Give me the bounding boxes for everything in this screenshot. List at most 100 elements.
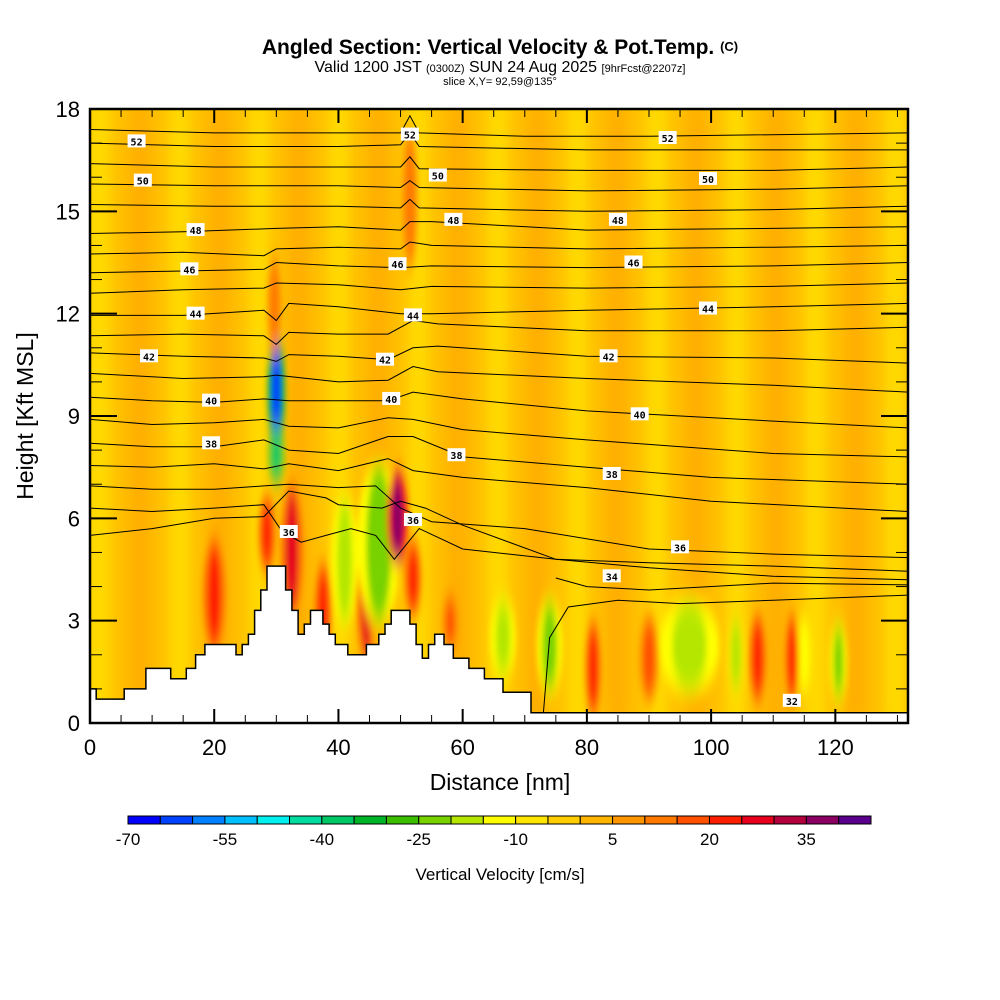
contour-label-text: 44 bbox=[702, 305, 714, 316]
background-stripe bbox=[745, 109, 767, 723]
velocity-feature bbox=[262, 501, 272, 567]
theta-contour-36 bbox=[90, 483, 908, 559]
contour-label-box bbox=[624, 255, 643, 269]
contour-label-text: 36 bbox=[674, 543, 686, 554]
background-stripe bbox=[726, 109, 747, 723]
colorbar-segment bbox=[192, 815, 226, 825]
contour-label-text: 40 bbox=[205, 397, 217, 408]
velocity-feature bbox=[270, 262, 279, 348]
background-stripe bbox=[805, 109, 827, 723]
colorbar-segment bbox=[385, 815, 420, 825]
contour-label-text: 42 bbox=[143, 352, 155, 363]
background-stripe bbox=[467, 109, 489, 723]
colorbar-segment bbox=[773, 815, 807, 825]
velocity-feature bbox=[730, 620, 741, 689]
x-tick-label: 20 bbox=[202, 735, 226, 760]
contour-label-box bbox=[782, 693, 801, 707]
x-tick-label: 60 bbox=[450, 735, 474, 760]
contour-label: 44 bbox=[699, 301, 718, 316]
contour-label-box bbox=[403, 513, 422, 527]
contour-label-text: 32 bbox=[786, 697, 798, 708]
contour-label-box bbox=[180, 262, 199, 276]
contour-label-box bbox=[602, 569, 621, 583]
contour-label-box bbox=[202, 436, 221, 450]
theta-contour-51 bbox=[90, 156, 908, 171]
valid-date: SUN 24 Aug 2025 bbox=[468, 59, 598, 76]
velocity-feature bbox=[671, 603, 707, 689]
contour-label-text: 50 bbox=[137, 177, 149, 188]
x-tick-label: 0 bbox=[84, 735, 96, 760]
background-stripe bbox=[785, 109, 807, 723]
background-stripe bbox=[547, 109, 569, 723]
contour-label: 48 bbox=[444, 212, 463, 227]
contour-label-text: 38 bbox=[450, 451, 462, 462]
contour-label-box bbox=[127, 134, 146, 148]
contour-labels: 52 52 52 50 50 50 48 48 48 46 46 46 44 44 44 42 42 42 40 40… bbox=[127, 127, 801, 708]
contour-label: 52 bbox=[127, 134, 146, 148]
contour-label-box bbox=[186, 223, 205, 237]
contour-label-box bbox=[186, 306, 205, 320]
background-stripe bbox=[527, 109, 549, 723]
contour-label-text: 38 bbox=[606, 470, 618, 481]
background-stripe bbox=[567, 109, 588, 723]
contour-label-box bbox=[671, 540, 690, 554]
valid-utc: (0300Z) bbox=[426, 63, 465, 75]
contour-label: 44 bbox=[186, 306, 205, 321]
contour-label: 40 bbox=[382, 391, 401, 406]
chart-title: Angled Section: Vertical Velocity & Pot.… bbox=[0, 36, 1000, 60]
theta-contour-48 bbox=[90, 221, 908, 234]
contour-label-box bbox=[447, 448, 466, 462]
contour-label-text: 42 bbox=[379, 356, 391, 367]
contour-label-box bbox=[140, 349, 159, 363]
velocity-feature bbox=[542, 603, 558, 689]
colorbar-segment bbox=[838, 815, 872, 825]
contour-label-box bbox=[388, 257, 407, 271]
theta-contour-35 bbox=[90, 504, 908, 572]
contour-label-text: 48 bbox=[447, 216, 459, 227]
background-stripe bbox=[606, 109, 628, 723]
background-stripe bbox=[586, 109, 608, 723]
contour-label: 42 bbox=[599, 349, 618, 363]
contour-label-text: 50 bbox=[432, 172, 444, 183]
contour-label: 42 bbox=[140, 349, 159, 363]
background-stripe bbox=[447, 109, 469, 723]
background-stripe bbox=[129, 109, 151, 723]
contour-label-box bbox=[699, 171, 718, 185]
contour-label-box bbox=[376, 352, 395, 366]
contour-label: 52 bbox=[658, 130, 677, 145]
valid-prefix: Valid 1200 JST bbox=[314, 59, 422, 76]
velocity-feature bbox=[752, 620, 763, 696]
contour-label: 52 bbox=[400, 127, 419, 142]
velocity-feature bbox=[271, 340, 282, 444]
colorbar-tick-label: -55 bbox=[213, 830, 238, 849]
contour-label-box bbox=[400, 127, 419, 141]
background-stripe bbox=[507, 109, 529, 723]
background-stripe bbox=[427, 109, 449, 723]
background-stripe bbox=[109, 109, 131, 723]
contour-label: 42 bbox=[376, 352, 395, 367]
contour-label-text: 50 bbox=[702, 175, 714, 186]
contour-label: 48 bbox=[608, 212, 627, 227]
contour-label-box bbox=[428, 168, 447, 182]
contour-label-box bbox=[382, 391, 401, 405]
colorbar-segment bbox=[708, 815, 743, 825]
forecast-info: [9hrFcst@2207z] bbox=[601, 63, 686, 75]
colorbar-tick-label: -40 bbox=[310, 830, 335, 849]
title-text: Angled Section: Vertical Velocity & Pot.… bbox=[261, 36, 715, 59]
velocity-field: 52 52 52 50 50 50 48 48 48 46 46 46 44 44 44 42 42 42 40 40… bbox=[90, 109, 908, 723]
y-tick-label: 0 bbox=[68, 711, 80, 736]
contour-label-text: 46 bbox=[391, 260, 403, 271]
contour-label-box bbox=[658, 130, 677, 144]
colorbar-tick-label: -10 bbox=[503, 830, 528, 849]
contour-label: 48 bbox=[186, 223, 205, 237]
contour-label-text: 48 bbox=[612, 216, 624, 227]
velocity-feature bbox=[207, 545, 221, 645]
contour-label-text: 44 bbox=[407, 311, 419, 322]
y-tick-label: 15 bbox=[56, 199, 80, 224]
contour-label: 46 bbox=[624, 255, 643, 270]
theta-contour-34 bbox=[90, 490, 908, 581]
y-tick-label: 12 bbox=[56, 302, 80, 327]
y-tick-label: 3 bbox=[68, 609, 80, 634]
y-tick-label: 6 bbox=[68, 506, 80, 531]
